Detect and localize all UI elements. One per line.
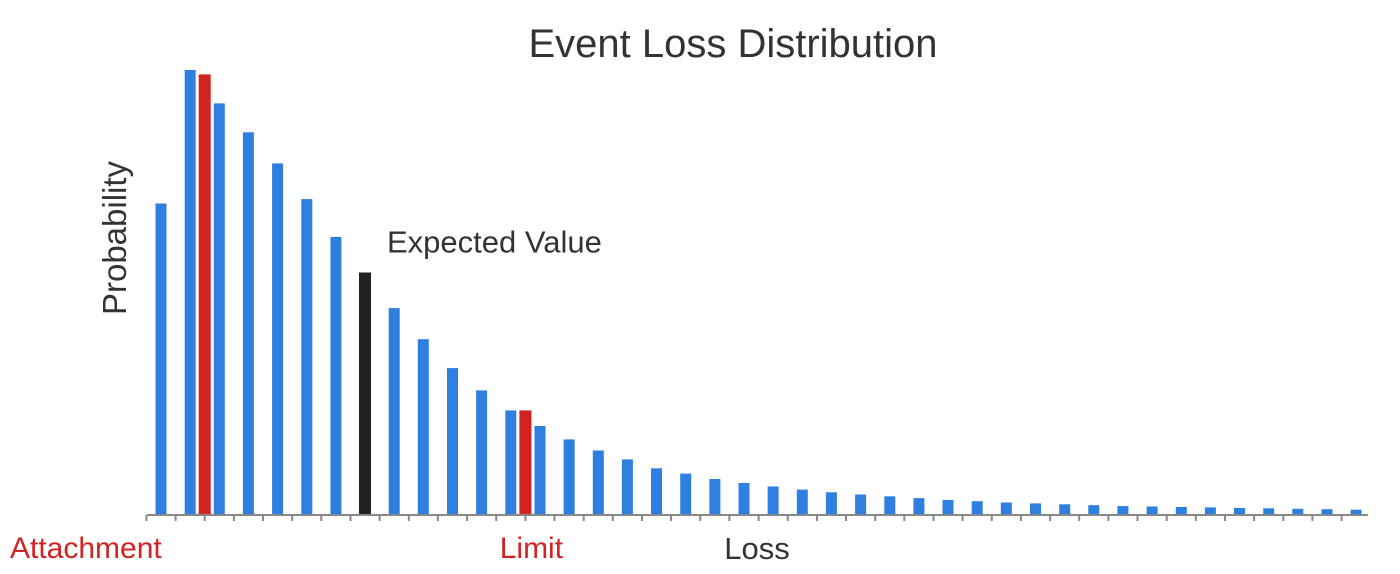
marker-labels: Attachment Expected Value Limit: [10, 225, 602, 566]
bars-layer: [155, 70, 1362, 516]
bar: [913, 498, 925, 515]
bar: [796, 489, 808, 515]
bar: [417, 339, 429, 515]
bar: [825, 492, 837, 515]
bar: [388, 308, 400, 515]
bar: [621, 459, 633, 515]
x-axis-label: Loss: [724, 531, 789, 566]
bar: [1088, 505, 1100, 515]
bar: [1175, 507, 1187, 515]
y-axis-label: Probability: [96, 160, 133, 315]
bar: [1146, 506, 1158, 515]
bar: [709, 479, 721, 515]
bar: [651, 468, 662, 515]
bar: [1204, 507, 1216, 515]
bar: [592, 450, 604, 515]
bar: [447, 368, 458, 515]
bar: [242, 132, 254, 516]
bar: [563, 439, 575, 516]
bar: [272, 163, 284, 515]
attachment-label: Attachment: [10, 532, 162, 565]
markers-layer: [198, 74, 532, 516]
bar: [301, 199, 313, 515]
bar: [1000, 502, 1012, 515]
bar: [1059, 504, 1071, 515]
limit-marker-bar: [519, 410, 532, 515]
bar: [855, 494, 867, 515]
bar: [1117, 506, 1129, 515]
bar: [680, 473, 692, 515]
bar: [1350, 509, 1362, 515]
bar: [884, 496, 896, 515]
bar: [213, 103, 225, 516]
bar: [942, 499, 954, 515]
bar: [505, 410, 517, 515]
x-axis: [145, 514, 1368, 521]
expected-label: Expected Value: [387, 225, 602, 260]
bar: [1292, 508, 1304, 515]
bar: [1263, 508, 1275, 515]
bar: [738, 483, 750, 515]
bar: [330, 236, 342, 515]
bar: [767, 486, 779, 515]
bar: [1321, 509, 1333, 515]
bar: [971, 501, 983, 515]
chart-title: Event Loss Distribution: [528, 22, 937, 66]
bar: [184, 70, 196, 515]
bar: [476, 390, 488, 515]
bar: [534, 426, 546, 515]
bar: [155, 203, 167, 515]
limit-label: Limit: [500, 532, 564, 565]
bar: [1234, 507, 1245, 515]
expected-marker-bar: [359, 272, 371, 515]
attachment-marker-bar: [198, 74, 211, 516]
bar: [1030, 503, 1041, 515]
